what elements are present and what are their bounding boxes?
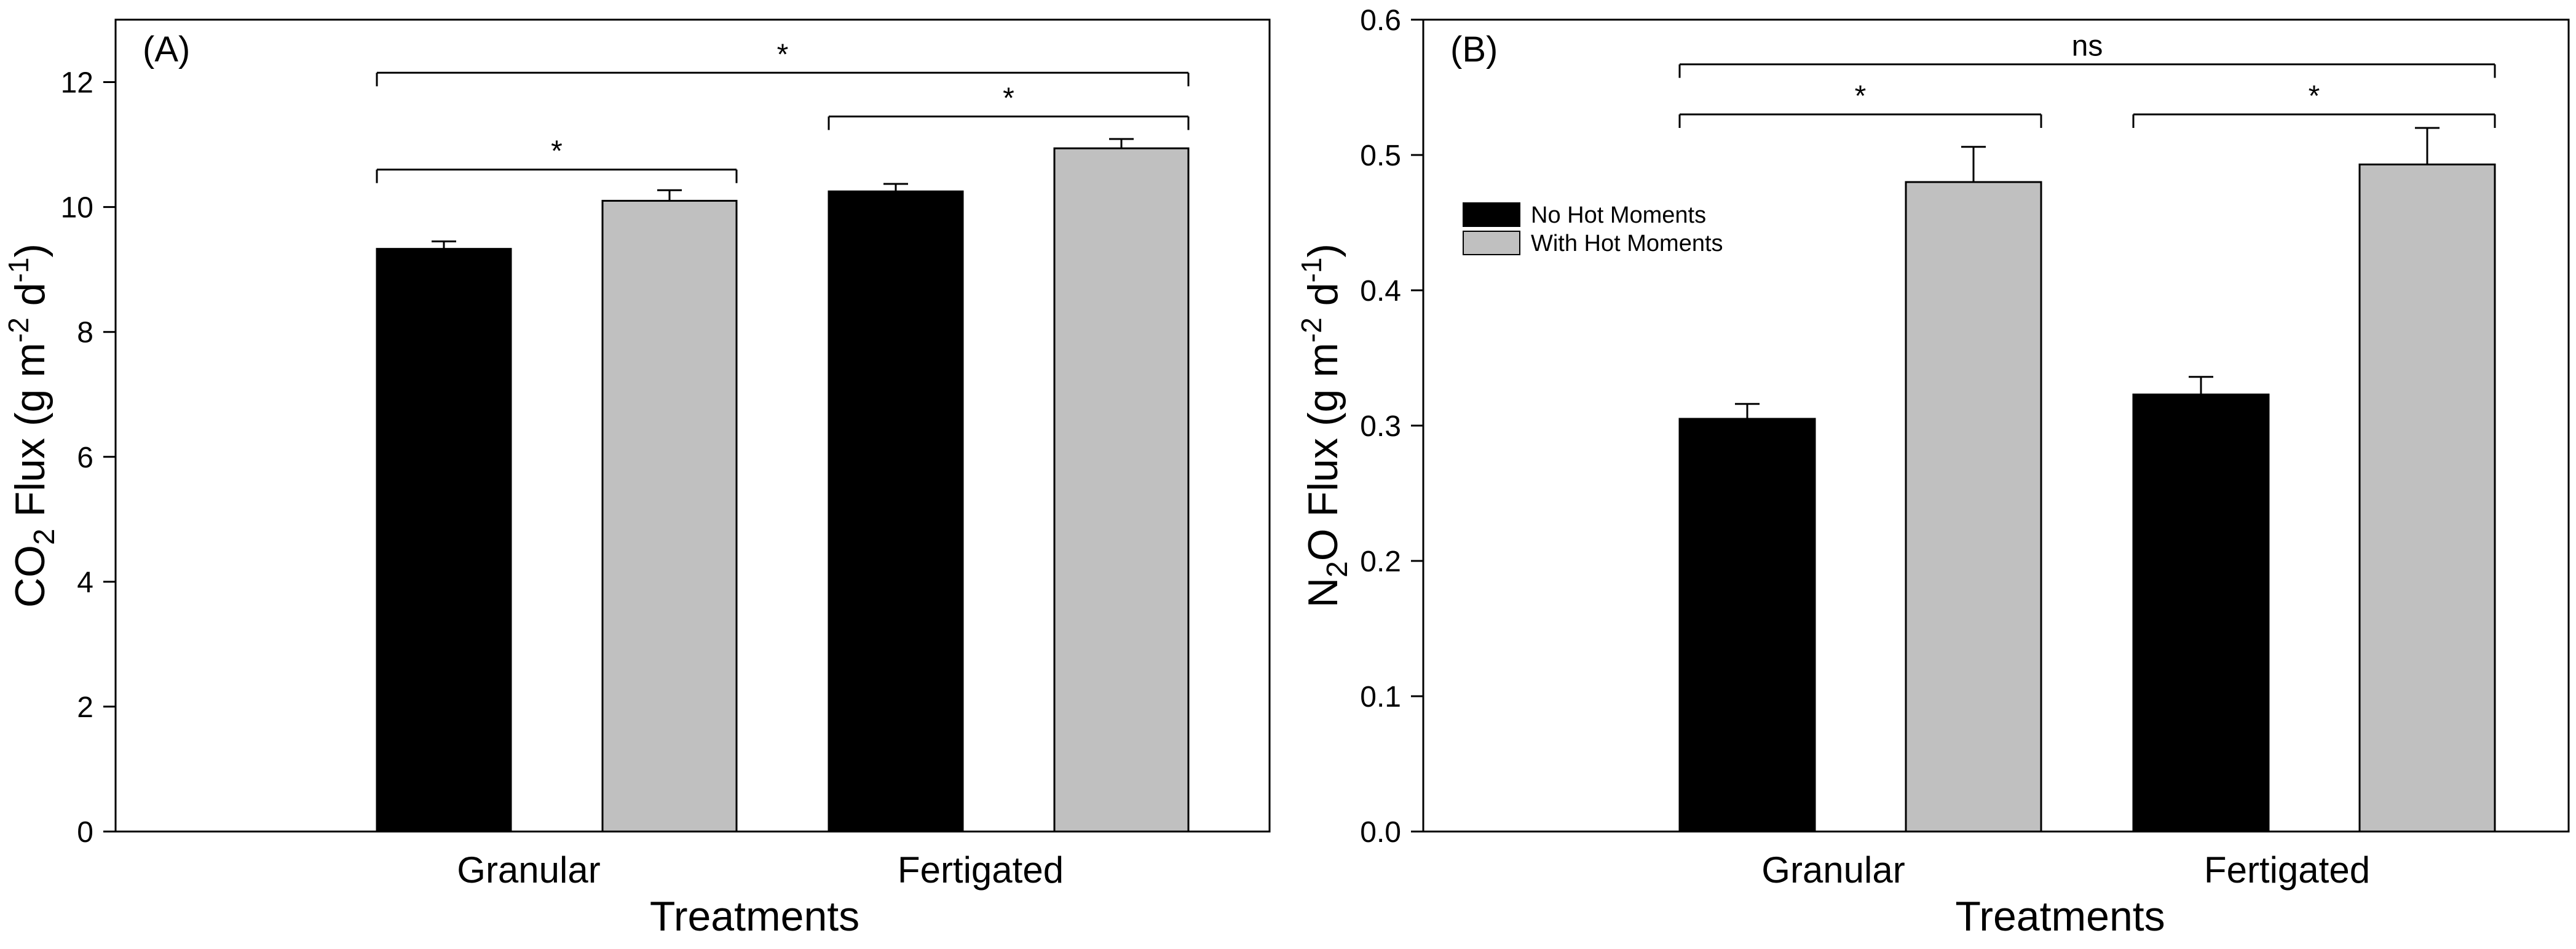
legend-swatch <box>1463 202 1520 227</box>
y-tick-label: 12 <box>61 67 93 100</box>
y-tick-label: 4 <box>77 566 93 599</box>
significance-label: * <box>551 135 563 168</box>
bar-fertigated-no-hot-moments <box>2132 393 2270 833</box>
significance-bracket: * <box>376 135 738 183</box>
y-tick-label: 10 <box>61 192 93 224</box>
bar-fertigated-with-hot-moments <box>1053 147 1190 833</box>
significance-bracket: * <box>828 82 1190 130</box>
significance-label: * <box>777 38 789 71</box>
significance-label: * <box>1855 80 1867 113</box>
significance-bracket: ns <box>1678 30 2496 78</box>
y-tick-label: 0.0 <box>1360 816 1401 849</box>
y-tick-label: 0.4 <box>1360 275 1401 308</box>
panel-label: (B) <box>1450 30 1498 69</box>
bar-granular-no-hot-moments <box>376 248 512 833</box>
legend-label: With Hot Moments <box>1531 231 1723 256</box>
y-tick-label: 8 <box>77 317 93 349</box>
bar-granular-with-hot-moments <box>1905 181 2042 833</box>
panel-label: (A) <box>143 30 190 69</box>
x-axis-title: Treatments <box>1955 893 2165 940</box>
y-tick-label: 0.6 <box>1360 4 1401 37</box>
y-tick-label: 2 <box>77 691 93 724</box>
legend-swatch <box>1463 231 1520 255</box>
x-category-label: Fertigated <box>2204 849 2370 891</box>
x-category-label: Granular <box>457 849 600 891</box>
chart-panel-a: 0 2 4 6 8 10 12 Granular Fertigated Treatments CO2… <box>2 18 1271 940</box>
y-tick-label: 0.1 <box>1360 681 1401 713</box>
y-axis-title: CO2 Flux (g m-2 d-1) <box>2 244 61 608</box>
legend-label: No Hot Moments <box>1531 202 1706 228</box>
bar-granular-no-hot-moments <box>1678 418 1816 833</box>
bar-granular-with-hot-moments <box>601 199 738 833</box>
y-tick-label: 0 <box>77 816 93 849</box>
y-axis-title: N2O Flux (g m-2 d-1) <box>1295 244 1354 608</box>
y-tick-label: 0.3 <box>1360 410 1401 443</box>
significance-label: * <box>1003 82 1014 114</box>
y-tick-label: 0.2 <box>1360 546 1401 578</box>
significance-bracket: * <box>1678 80 2042 128</box>
significance-label: * <box>2309 80 2320 113</box>
bar-fertigated-with-hot-moments <box>2358 163 2496 833</box>
x-category-label: Granular <box>1761 849 1905 891</box>
bar-fertigated-no-hot-moments <box>828 190 964 833</box>
y-tick-label: 6 <box>77 442 93 474</box>
legend: No Hot Moments With Hot Moments <box>1463 202 1723 256</box>
x-category-label: Fertigated <box>898 849 1064 891</box>
significance-bracket: * <box>376 38 1190 87</box>
y-tick-label: 0.5 <box>1360 140 1401 172</box>
x-axis-title: Treatments <box>650 893 859 940</box>
significance-bracket: * <box>2132 80 2496 128</box>
chart-panel-b: 0.0 0.1 0.2 0.3 0.4 0.5 0.6 Granular Fertigated T… <box>1295 4 2570 940</box>
significance-label: ns <box>2072 30 2103 63</box>
